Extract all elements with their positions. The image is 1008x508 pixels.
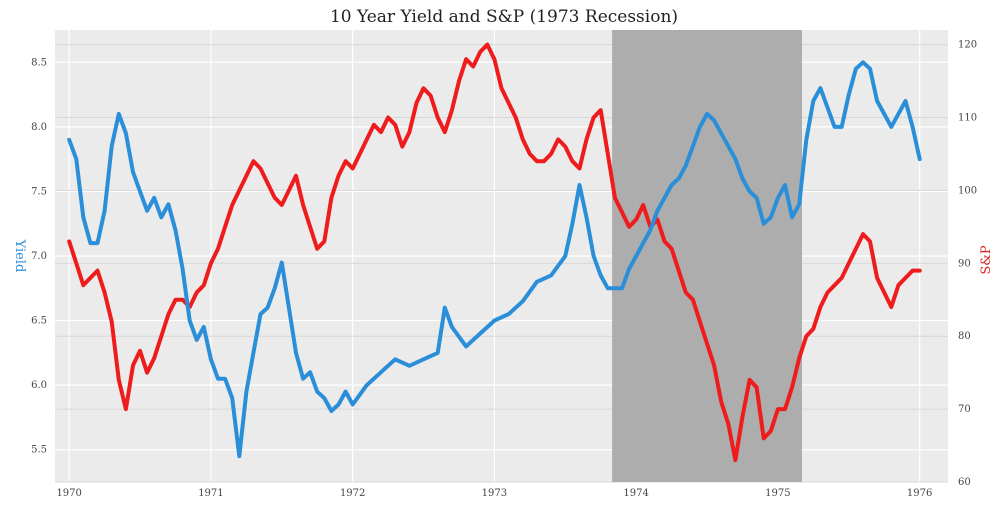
x-axis-ticks: 1970 1971 1972 1973 1974 1975 1976 <box>56 488 932 499</box>
x-tick-label: 1973 <box>482 488 507 499</box>
x-tick-label: 1971 <box>198 488 223 499</box>
chart-title: 10 Year Yield and S&P (1973 Recession) <box>330 7 678 27</box>
x-tick-label: 1970 <box>56 488 81 499</box>
y-left-tick-label: 8.0 <box>31 122 47 133</box>
y-left-axis-ticks: 5.5 6.0 6.5 7.0 7.5 8.0 8.5 <box>31 57 47 455</box>
y-right-tick-label: 60 <box>958 477 971 488</box>
x-tick-label: 1975 <box>765 488 790 499</box>
recession-shading <box>612 30 803 482</box>
y-left-tick-label: 7.0 <box>31 251 47 262</box>
y-left-tick-label: 5.5 <box>31 445 47 456</box>
x-tick-label: 1974 <box>623 488 648 499</box>
y-right-axis-ticks: 60 70 80 90 100 110 120 <box>958 40 977 488</box>
y-left-tick-label: 7.5 <box>31 186 47 197</box>
y-left-axis-label: Yield <box>12 239 27 273</box>
recession-band <box>612 30 803 482</box>
series-lines <box>67 42 922 463</box>
y-left-tick-label: 8.5 <box>31 57 47 68</box>
x-tick-label: 1976 <box>907 488 932 499</box>
x-tick-label: 1972 <box>340 488 365 499</box>
yield-line <box>67 60 922 459</box>
y-right-tick-label: 90 <box>958 258 971 269</box>
y-right-tick-label: 80 <box>958 331 971 342</box>
y-right-axis-label: S&P <box>979 245 994 274</box>
y-right-tick-label: 120 <box>958 40 977 51</box>
y-right-tick-label: 70 <box>958 404 971 415</box>
y-right-tick-label: 110 <box>958 112 977 123</box>
sp-line <box>67 42 922 463</box>
y-left-tick-label: 6.0 <box>31 380 47 391</box>
y-right-tick-label: 100 <box>958 185 977 196</box>
y-left-tick-label: 6.5 <box>31 316 47 327</box>
